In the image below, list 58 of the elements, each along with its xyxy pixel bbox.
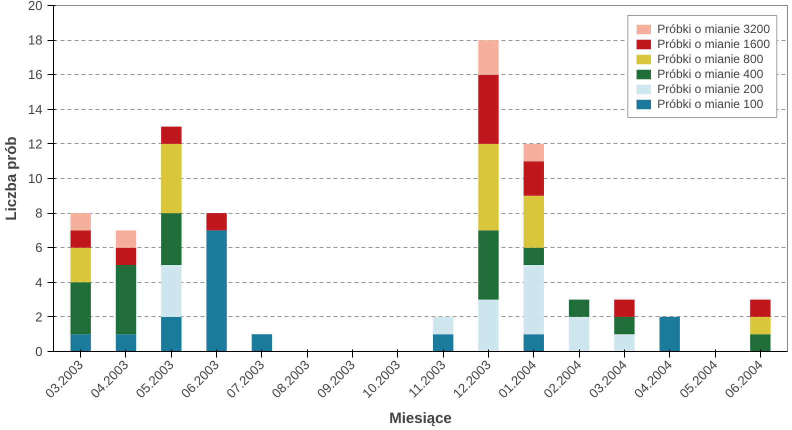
bar (524, 334, 544, 352)
bar (478, 144, 499, 230)
bar (750, 316, 771, 334)
bar (478, 40, 499, 75)
bar (70, 248, 91, 282)
bar (524, 265, 544, 334)
bar (161, 144, 182, 214)
legend-label: Próbki o mianie 3200 (657, 22, 770, 36)
y-axis-title: Liczba prób (3, 136, 20, 221)
y-tick-label: 8 (35, 206, 43, 221)
bar (161, 316, 182, 352)
bar (116, 334, 136, 352)
y-tick-label: 0 (35, 344, 43, 359)
bar (614, 300, 635, 317)
bar (161, 265, 182, 317)
y-tick-label: 14 (28, 102, 43, 117)
y-tick-label: 2 (35, 309, 43, 324)
bar (750, 334, 771, 352)
bar (70, 230, 91, 248)
bar (70, 334, 91, 352)
bar (478, 230, 499, 300)
bar (161, 213, 182, 265)
bar (478, 300, 499, 352)
bar (478, 74, 499, 144)
legend-label: Próbki o mianie 100 (657, 97, 764, 111)
bar (70, 213, 91, 230)
bar (568, 316, 590, 352)
legend-label: Próbki o mianie 400 (657, 67, 764, 81)
x-axis-title: Miesiące (389, 410, 452, 428)
legend-label: Próbki o mianie 200 (657, 82, 764, 96)
bar (660, 316, 680, 352)
bar (614, 316, 635, 334)
y-tick-label: 18 (28, 32, 43, 48)
bar (432, 334, 454, 352)
y-tick-label: 12 (28, 136, 43, 152)
bar (524, 248, 544, 265)
bar (432, 316, 454, 334)
bar (524, 161, 544, 196)
bar (206, 213, 227, 230)
legend-label: Próbki o mianie 800 (657, 52, 764, 66)
bar (524, 144, 544, 162)
y-tick-label: 6 (35, 240, 43, 256)
y-tick-label: 20 (28, 0, 43, 13)
bar (524, 196, 544, 248)
bar (116, 248, 136, 265)
legend-label: Próbki o mianie 1600 (657, 37, 770, 51)
bar (116, 230, 136, 248)
bar (161, 126, 182, 144)
bar (116, 265, 136, 334)
bar (568, 300, 590, 317)
bar (70, 282, 91, 334)
bar (750, 300, 771, 317)
bar (206, 230, 227, 352)
y-tick-label: 4 (35, 274, 43, 290)
y-tick-label: 10 (28, 171, 43, 186)
bar (252, 334, 272, 352)
bar (614, 334, 635, 352)
y-tick-label: 16 (28, 67, 43, 82)
